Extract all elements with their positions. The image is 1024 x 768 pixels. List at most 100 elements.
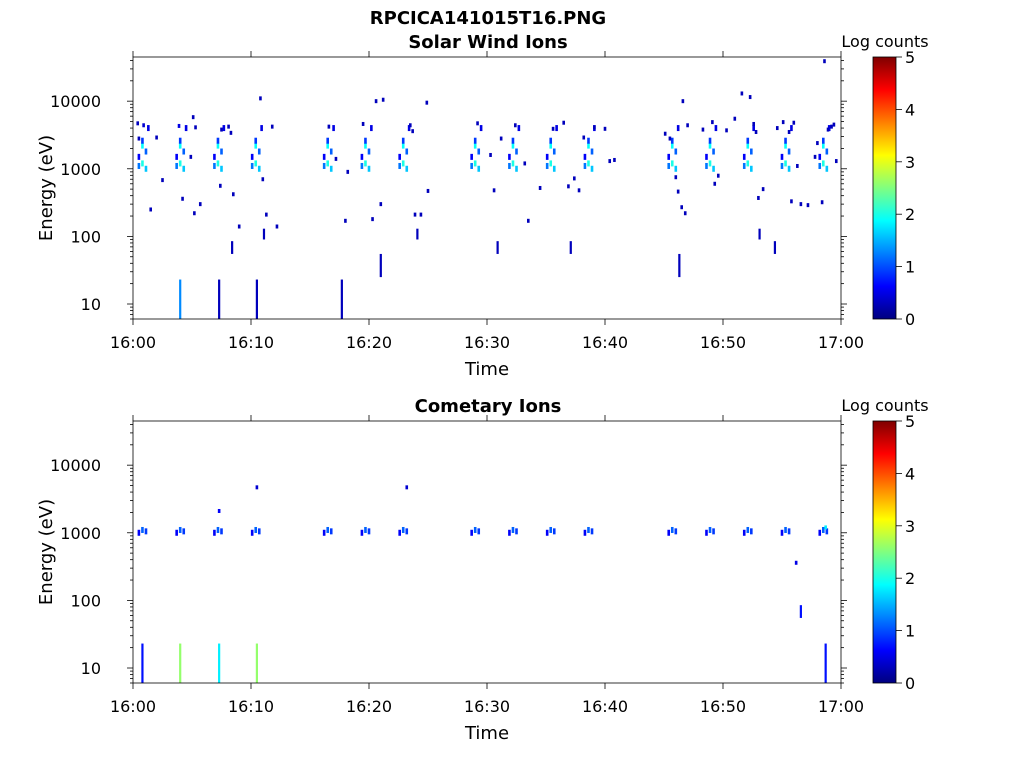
- count-cell: [825, 528, 829, 535]
- count-cell: [198, 202, 202, 207]
- count-cell: [191, 115, 195, 120]
- count-cell: [716, 173, 720, 178]
- colorbar-tick-label: 3: [905, 517, 915, 536]
- count-cell: [329, 165, 333, 172]
- count-cell: [515, 165, 518, 172]
- count-streak: [773, 241, 777, 254]
- count-cell: [780, 529, 784, 536]
- colorbar-label: Log counts: [841, 32, 928, 51]
- colorbar-tick-label: 0: [905, 310, 915, 329]
- figure-title: RPCICA141015T16.PNG: [370, 8, 606, 29]
- count-cell: [820, 200, 824, 205]
- count-cell: [590, 148, 594, 155]
- count-cell: [329, 528, 333, 535]
- count-cell: [712, 165, 715, 172]
- count-cell: [232, 192, 235, 197]
- count-cell: [344, 218, 347, 223]
- count-cell: [508, 162, 511, 169]
- count-cell: [401, 142, 405, 149]
- count-cell: [705, 529, 708, 536]
- count-cell: [250, 529, 254, 536]
- count-streak: [799, 605, 802, 618]
- count-cell: [473, 142, 477, 149]
- count-cell: [194, 125, 197, 130]
- panel-title: Solar Wind Ions: [408, 32, 567, 53]
- x-tick-label: 16:20: [346, 697, 392, 716]
- count-cell: [381, 97, 385, 102]
- count-cell: [275, 224, 279, 229]
- count-cell: [182, 528, 186, 535]
- count-cell: [178, 142, 182, 149]
- count-cell: [326, 160, 329, 167]
- colorbar-tick-label: 1: [905, 622, 915, 641]
- count-cell: [473, 137, 477, 144]
- count-cell: [364, 142, 367, 149]
- x-tick-label: 16:40: [582, 697, 628, 716]
- count-cell: [220, 528, 223, 535]
- count-cell: [613, 157, 616, 162]
- count-cell: [573, 176, 576, 181]
- colorbar-tick-label: 1: [905, 258, 915, 277]
- count-cell: [364, 137, 367, 144]
- count-cell: [329, 148, 333, 155]
- count-streak: [255, 279, 258, 319]
- count-cell: [674, 175, 678, 180]
- count-cell: [254, 160, 258, 167]
- colorbar-tick-label: 5: [905, 48, 915, 67]
- count-cell: [818, 529, 822, 536]
- count-cell: [799, 202, 803, 207]
- count-cell: [790, 199, 793, 204]
- count-cell: [780, 162, 784, 169]
- count-cell: [473, 160, 477, 167]
- count-cell: [136, 121, 140, 126]
- count-cell: [750, 148, 753, 155]
- count-cell: [608, 159, 612, 164]
- count-cell: [824, 525, 827, 530]
- count-cell: [508, 529, 511, 536]
- x-axis: 16:00 16:10 16:20 16:30 16:40 16:50 17:00: [110, 51, 864, 352]
- count-cell: [499, 136, 503, 141]
- count-cell: [141, 142, 144, 149]
- count-cell: [784, 137, 787, 144]
- count-cell: [822, 137, 825, 144]
- count-cell: [784, 160, 787, 167]
- count-cell: [398, 153, 401, 160]
- count-cell: [257, 165, 261, 172]
- count-cell: [822, 142, 825, 149]
- count-cell: [229, 130, 233, 135]
- count-cell: [181, 196, 184, 201]
- count-cell: [552, 528, 556, 535]
- count-cell: [322, 162, 326, 169]
- count-cell: [545, 153, 549, 160]
- count-cell: [748, 95, 752, 100]
- count-cell: [178, 526, 182, 533]
- count-cell: [477, 148, 481, 155]
- count-cell: [523, 161, 527, 166]
- count-cell: [834, 159, 838, 164]
- y-tick-label: 10000: [50, 456, 101, 475]
- spectrogram-cells: [137, 485, 829, 683]
- count-cell: [552, 148, 556, 155]
- count-cell: [401, 160, 405, 167]
- count-cell: [470, 162, 473, 169]
- count-cell: [757, 195, 760, 200]
- count-cell: [742, 162, 746, 169]
- count-cell: [587, 137, 590, 144]
- count-cell: [701, 127, 705, 132]
- count-cell: [216, 160, 220, 167]
- count-cell: [587, 142, 590, 149]
- count-cell: [708, 526, 712, 533]
- count-cell: [189, 154, 193, 159]
- count-cell: [750, 165, 753, 172]
- count-cell: [332, 125, 335, 132]
- count-cell: [590, 528, 594, 535]
- count-cell: [401, 137, 405, 144]
- count-streak: [496, 241, 499, 254]
- count-cell: [254, 137, 258, 144]
- count-cell: [549, 160, 553, 167]
- count-cell: [551, 126, 555, 131]
- count-streak: [255, 643, 258, 683]
- count-cell: [549, 137, 553, 144]
- count-cell: [527, 218, 530, 223]
